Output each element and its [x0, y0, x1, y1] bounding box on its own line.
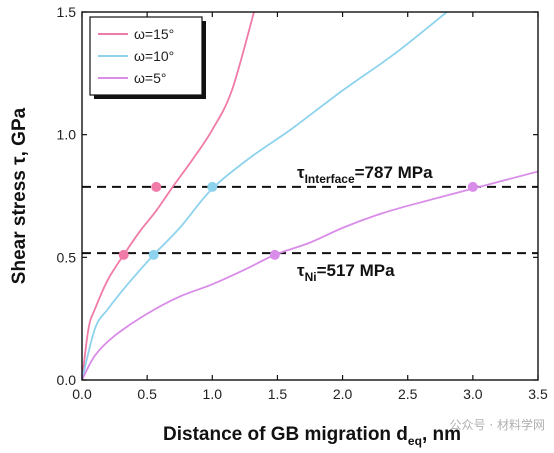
marker-5 [467, 181, 478, 192]
marker-3 [207, 181, 218, 192]
hline-label-symbol-1: τ [297, 261, 305, 280]
y-axis-title: Shear stress τ, GPa [9, 107, 30, 284]
data-markers [118, 181, 478, 260]
marker-0 [118, 249, 129, 260]
marker-4 [269, 249, 280, 260]
x-tick-label-0: 0.0 [72, 386, 92, 402]
hline-label-1: τNi=517 MPa [297, 261, 395, 284]
hline-label-symbol-0: τ [297, 163, 305, 182]
x-tick-label-4: 2.0 [333, 386, 353, 402]
hline-label-sub-1: Ni [305, 270, 317, 284]
x-tick-label-1: 0.5 [137, 386, 157, 402]
x-tick-label-5: 2.5 [398, 386, 418, 402]
legend: ω=15° ω=10° ω=5° [89, 16, 206, 99]
watermark: 公众号 · 材料学网 [450, 417, 545, 432]
legend-label-0: ω=15° [134, 26, 174, 42]
hline-label-value-1: =517 MPa [317, 261, 396, 280]
series-lines [82, 12, 538, 380]
y-tick-label-2: 1.0 [57, 127, 77, 143]
series-line-2 [82, 170, 538, 380]
axes [81, 11, 539, 381]
marker-1 [151, 181, 162, 192]
y-tick-label-3: 1.5 [57, 4, 77, 20]
legend-label-2: ω=5° [134, 70, 167, 86]
series-line-1 [82, 12, 448, 380]
legend-label-1: ω=10° [134, 48, 174, 64]
plot-frame [81, 11, 539, 381]
hline-label-sub-0: Interface [305, 172, 355, 186]
series-line-0 [82, 12, 255, 380]
hline-label-value-0: =787 MPa [355, 163, 434, 182]
x-axis-title: Distance of GB migration deq, nm [163, 424, 461, 448]
x-tick-label-3: 1.5 [268, 386, 288, 402]
x-tick-label-7: 3.5 [528, 386, 548, 402]
ticks: 0.0 0.5 1.0 1.5 2.0 2.5 3.0 3.5 0.0 0.5 1.0 1.5 [57, 4, 548, 402]
x-tick-label-2: 1.0 [203, 386, 223, 402]
y-tick-label-1: 0.5 [57, 249, 77, 265]
hline-label-0: τInterface=787 MPa [297, 163, 433, 186]
y-tick-label-0: 0.0 [57, 372, 77, 388]
x-tick-label-6: 3.0 [463, 386, 483, 402]
marker-2 [148, 249, 159, 260]
